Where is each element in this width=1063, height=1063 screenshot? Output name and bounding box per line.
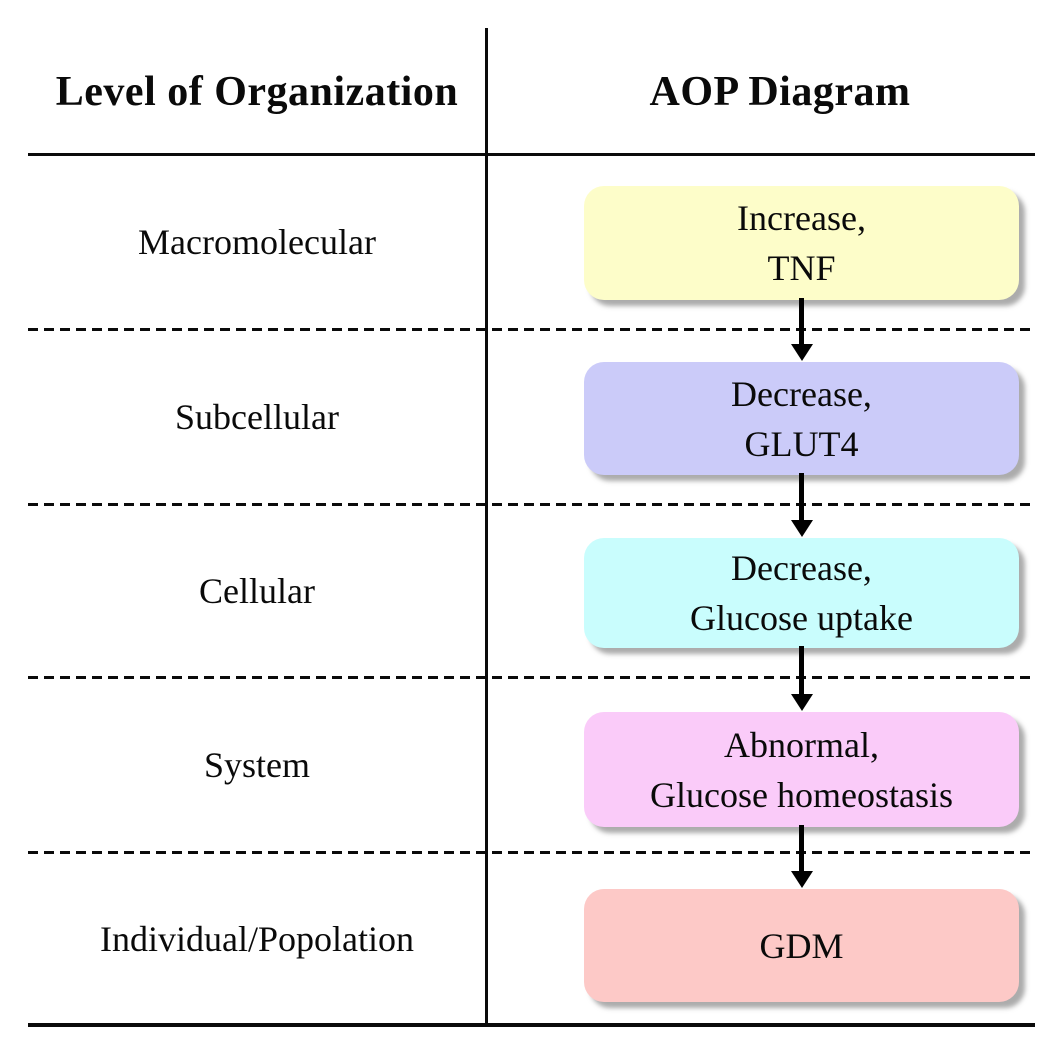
- bottom-border-line: [28, 1023, 1035, 1027]
- arrow-shaft: [799, 473, 804, 523]
- arrow-down-icon: [791, 344, 813, 361]
- header-separator-line: [28, 153, 1035, 156]
- node-abnormal-glucose-homeostasis: Abnormal, Glucose homeostasis: [584, 712, 1019, 827]
- level-label-system: System: [203, 745, 310, 785]
- row-separator-dashed-1: [28, 328, 1035, 331]
- key-event-arrow-4: [790, 825, 814, 888]
- node-text-line: GLUT4: [744, 423, 859, 464]
- key-event-arrow-1: [790, 298, 814, 361]
- row-separator-dashed-2: [28, 503, 1035, 506]
- arrow-down-icon: [791, 520, 813, 537]
- node-text-line: GDM: [759, 925, 844, 966]
- arrow-shaft: [799, 646, 804, 697]
- arrow-shaft: [799, 298, 804, 347]
- node-text-line: Glucose homeostasis: [650, 774, 953, 815]
- row-separator-dashed-4: [28, 851, 1035, 854]
- node-gdm: GDM: [584, 889, 1019, 1002]
- left-column-header: Level of Organization: [55, 68, 459, 115]
- arrow-shaft: [799, 825, 804, 874]
- node-text-line: Increase,: [737, 198, 866, 238]
- node-text-line: Abnormal,: [724, 724, 879, 765]
- level-label-subcellular: Subcellular: [175, 397, 339, 437]
- level-label-macromolecular: Macromolecular: [138, 222, 376, 262]
- key-event-arrow-3: [790, 646, 814, 711]
- node-decrease-glut4: Decrease, GLUT4: [584, 362, 1019, 475]
- node-text-line: Decrease,: [731, 373, 872, 414]
- node-text-line: Decrease,: [731, 548, 872, 588]
- node-increase-tnf: Increase, TNF: [584, 186, 1019, 300]
- arrow-down-icon: [791, 871, 813, 888]
- column-divider-line: [485, 28, 488, 1026]
- right-column-header: AOP Diagram: [649, 68, 911, 115]
- node-text-line: Glucose uptake: [690, 598, 913, 638]
- level-label-individual-population: Individual/Popolation: [100, 918, 414, 959]
- row-separator-dashed-3: [28, 676, 1035, 679]
- node-decrease-glucose-uptake: Decrease, Glucose uptake: [584, 538, 1019, 648]
- level-label-cellular: Cellular: [199, 571, 315, 611]
- arrow-down-icon: [791, 694, 813, 711]
- key-event-arrow-2: [790, 473, 814, 537]
- node-text-line: TNF: [767, 248, 836, 288]
